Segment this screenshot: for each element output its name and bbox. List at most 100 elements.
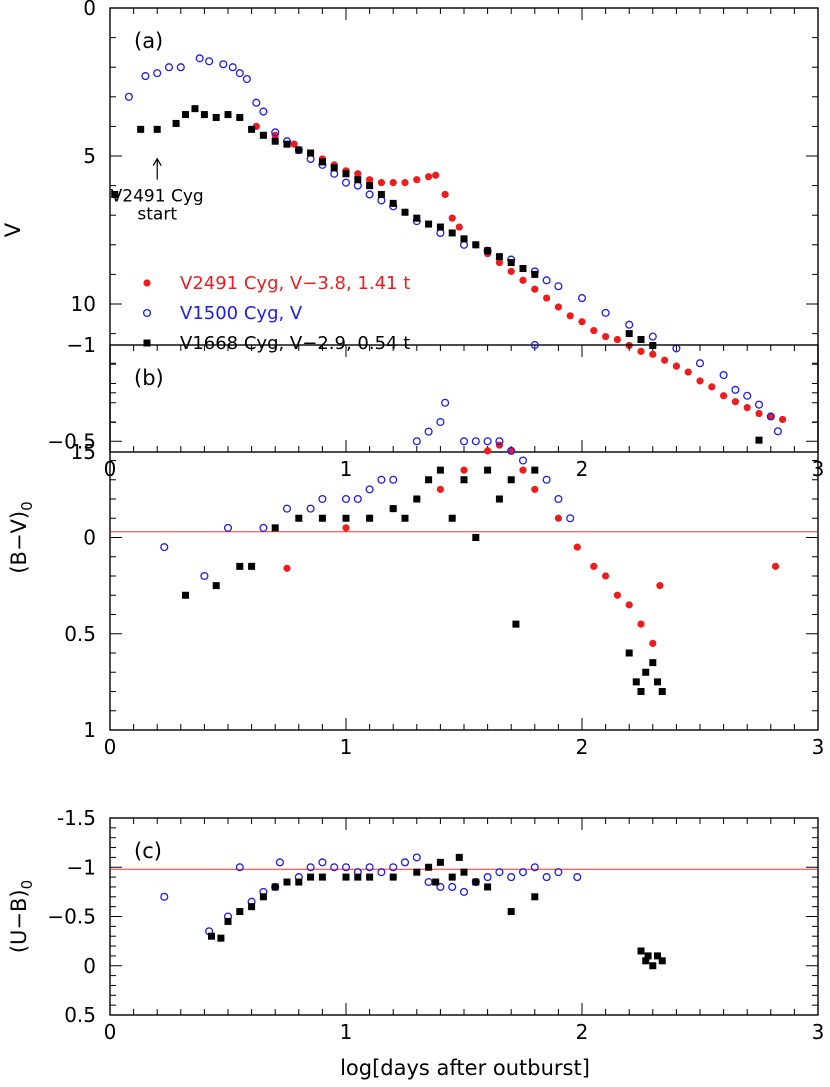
data-point xyxy=(566,312,574,320)
data-point xyxy=(354,176,362,184)
plot-frame xyxy=(109,817,819,1016)
data-point xyxy=(212,582,220,590)
data-point xyxy=(153,125,161,133)
data-point xyxy=(436,485,444,493)
y-tick-label: 0 xyxy=(83,954,96,978)
y-tick-label: -1.5 xyxy=(57,806,96,830)
data-point xyxy=(512,620,520,628)
data-point xyxy=(448,214,456,222)
data-point xyxy=(242,74,251,84)
data-point xyxy=(771,562,780,570)
data-point xyxy=(554,303,563,311)
data-point xyxy=(200,571,209,581)
data-point xyxy=(377,190,385,198)
y-tick-label: 10 xyxy=(71,292,96,316)
data-point xyxy=(441,190,449,199)
data-point xyxy=(649,962,657,970)
data-point xyxy=(460,868,468,876)
y-tick-label: −1 xyxy=(67,855,96,879)
data-point xyxy=(531,270,539,278)
data-point xyxy=(566,514,575,523)
data-point xyxy=(613,335,622,344)
data-point xyxy=(432,878,440,886)
data-point xyxy=(354,873,362,881)
data-point xyxy=(656,582,664,590)
data-point xyxy=(341,178,351,187)
data-point xyxy=(602,332,610,341)
y-tick-label: 1 xyxy=(83,718,96,742)
data-point xyxy=(330,863,339,872)
data-point xyxy=(271,524,279,532)
data-point xyxy=(554,514,563,522)
data-point xyxy=(601,308,610,317)
data-point xyxy=(530,340,539,350)
data-point xyxy=(306,504,315,513)
data-point xyxy=(518,456,528,465)
data-point xyxy=(613,591,622,599)
data-point xyxy=(519,466,527,474)
data-point xyxy=(353,494,362,504)
data-point xyxy=(413,868,421,876)
data-point xyxy=(124,92,133,101)
data-point xyxy=(224,111,232,119)
data-point xyxy=(366,514,374,522)
data-point xyxy=(318,514,326,522)
data-point xyxy=(530,863,539,872)
data-point xyxy=(223,523,233,532)
data-point xyxy=(459,887,469,896)
data-point xyxy=(696,377,704,385)
panel-c: 0 1 2 3 -1.5 −1 −0.5 0 0.5 (U−B)0 (c) xyxy=(7,806,824,1044)
data-point xyxy=(755,436,763,444)
data-point xyxy=(720,392,728,400)
x-tick-label: 1 xyxy=(340,735,353,759)
y-axis-label: V xyxy=(1,222,25,237)
x-axis-label: log[days after outburst] xyxy=(340,1056,590,1080)
data-point xyxy=(654,678,662,686)
data-point xyxy=(507,259,515,267)
data-point xyxy=(754,400,764,409)
data-point xyxy=(413,214,421,222)
data-point xyxy=(389,505,397,513)
data-point xyxy=(483,873,492,882)
data-point xyxy=(637,620,645,628)
data-point xyxy=(283,564,291,572)
data-point xyxy=(519,264,527,272)
data-point xyxy=(531,466,539,474)
y-tick-label: 0 xyxy=(83,526,96,550)
data-point xyxy=(342,524,350,532)
data-point xyxy=(342,170,350,178)
data-point xyxy=(455,223,463,231)
data-point xyxy=(259,893,267,901)
data-point xyxy=(708,383,716,391)
data-point xyxy=(283,140,291,148)
data-point xyxy=(413,176,421,184)
data-point xyxy=(577,294,587,303)
y-tick-label: −0.5 xyxy=(47,905,96,929)
y-tick-label: 15 xyxy=(71,440,96,464)
data-point xyxy=(137,125,145,133)
data-point xyxy=(377,179,385,187)
y-axis-label: (U−B)0 xyxy=(7,880,36,953)
data-point xyxy=(436,417,445,427)
data-point xyxy=(224,917,232,925)
data-point xyxy=(432,171,440,179)
data-point xyxy=(228,63,237,72)
annotation-text: start xyxy=(137,205,177,225)
data-point xyxy=(295,146,303,154)
data-point xyxy=(642,957,650,965)
y-tick-label: 0.5 xyxy=(64,1003,96,1027)
legend-entry: V2491 Cyg, V−3.8, 1.41 t xyxy=(180,273,410,294)
data-point xyxy=(649,659,657,667)
data-point xyxy=(341,863,351,872)
data-point xyxy=(389,475,398,484)
data-point xyxy=(460,466,468,474)
data-point xyxy=(248,125,256,133)
data-point xyxy=(191,105,199,113)
data-point xyxy=(766,412,775,421)
data-point xyxy=(366,176,374,184)
x-tick-label: 0 xyxy=(104,735,117,759)
data-point xyxy=(578,318,586,326)
data-point xyxy=(632,678,640,686)
data-point xyxy=(425,476,433,484)
data-point xyxy=(773,427,782,436)
